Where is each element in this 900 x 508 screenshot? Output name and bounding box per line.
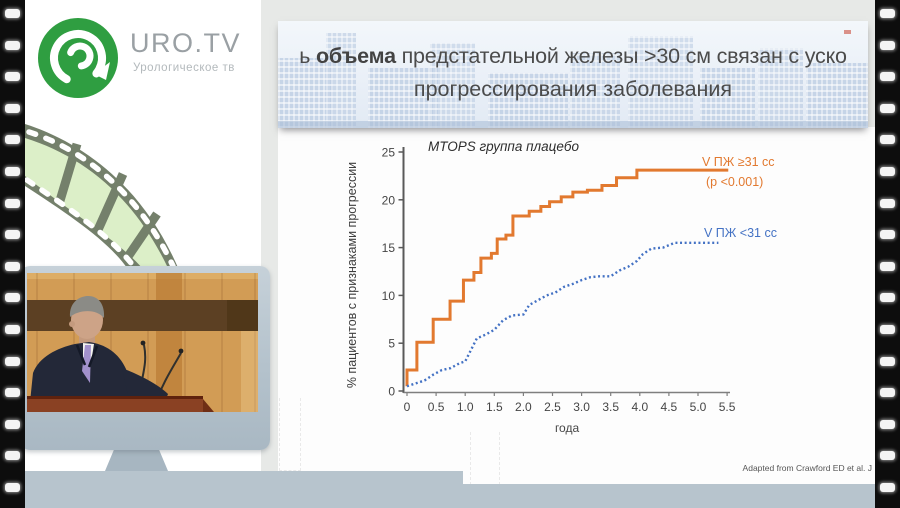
faint-sketch [279, 398, 301, 471]
svg-text:10: 10 [382, 289, 396, 303]
svg-text:5: 5 [388, 337, 395, 351]
legend-series-over31: V ПЖ ≥31 cc [702, 155, 775, 169]
speaker-scene [27, 273, 258, 412]
svg-text:15: 15 [382, 241, 396, 255]
skyline-building [570, 53, 620, 128]
sprocket-hole [880, 167, 895, 176]
svg-text:5.5: 5.5 [719, 400, 736, 414]
sprocket-hole [880, 135, 895, 145]
sprocket-hole [880, 9, 895, 18]
svg-text:0: 0 [404, 400, 411, 414]
sprocket-hole [880, 451, 895, 461]
svg-text:5.0: 5.0 [690, 400, 707, 414]
svg-text:4.0: 4.0 [631, 400, 648, 414]
svg-text:2.0: 2.0 [515, 400, 532, 414]
sprocket-hole [880, 72, 895, 82]
sprocket-hole [5, 483, 20, 492]
skyline-building [806, 63, 868, 128]
skyline-building [326, 33, 356, 128]
skyline-building [368, 68, 438, 128]
slide-title-line2: прогрессирования заболевания [413, 77, 733, 101]
svg-text:3.0: 3.0 [573, 400, 590, 414]
skyline-building [700, 68, 755, 128]
sprocket-hole [5, 356, 20, 366]
sprocket-hole [880, 261, 895, 271]
skyline-building [758, 48, 803, 128]
sprocket-hole [880, 40, 895, 50]
skyline-base [278, 121, 868, 128]
legend-p-value: (p <0.001) [706, 175, 764, 189]
sprocket-hole [5, 198, 20, 208]
svg-text:4.5: 4.5 [661, 400, 678, 414]
sprocket-hole [5, 261, 20, 271]
desk-surface-right [463, 484, 900, 508]
sprocket-hole [880, 483, 895, 492]
sprocket-hole [5, 419, 20, 429]
slide-title-line1: ь объема предстательной железы >30 см св… [299, 44, 847, 68]
sprocket-hole [5, 103, 20, 113]
skyline-building [628, 36, 693, 128]
sprocket-hole [880, 419, 895, 429]
skyline-crane [844, 30, 851, 34]
speaker-video [27, 273, 258, 412]
sprocket-hole [5, 325, 20, 334]
svg-text:2.5: 2.5 [544, 400, 561, 414]
svg-text:0: 0 [388, 385, 395, 399]
sprocket-hole [5, 135, 20, 145]
chart-y-axis-label: % пациентов с признаками прогрессии [345, 161, 359, 389]
sprocket-hole [880, 230, 895, 240]
monitor-frame [20, 266, 270, 450]
slide-body [278, 127, 875, 485]
monitor-stand [105, 450, 168, 471]
sprocket-hole [880, 325, 895, 334]
sprocket-hole [5, 230, 20, 240]
sprocket-hole [5, 167, 20, 176]
skyline-building [430, 43, 475, 128]
svg-text:20: 20 [382, 193, 396, 207]
legend-series-under31: V ПЖ <31 cc [704, 226, 777, 240]
slide-header: ь объема предстательной железы >30 см св… [278, 21, 868, 128]
skyline-building [488, 73, 568, 128]
desk-surface-left [0, 471, 463, 508]
svg-text:0.5: 0.5 [428, 400, 445, 414]
svg-text:1.5: 1.5 [486, 400, 503, 414]
svg-text:25: 25 [382, 146, 396, 160]
sprocket-hole [880, 356, 895, 366]
svg-text:года: года [555, 421, 580, 435]
svg-text:3.5: 3.5 [602, 400, 619, 414]
film-strip-left [0, 0, 25, 508]
attribution-text: Adapted from Crawford ED et al. J [742, 463, 872, 473]
sprocket-hole [5, 451, 20, 461]
sprocket-hole [5, 388, 20, 398]
brand-tagline: Урологическое тв [133, 62, 235, 74]
sprocket-hole [5, 72, 20, 82]
sprocket-hole [5, 293, 20, 303]
sprocket-hole [880, 198, 895, 208]
sprocket-hole [880, 103, 895, 113]
uro-tv-logo-icon [38, 18, 118, 98]
progression-chart: 0 5 10 15 20 25 0 0.5 1.0 1.5 2.0 2.5 3.0 3.5 4.0 4.5 5.… [382, 146, 736, 436]
film-ribbon-icon [25, 124, 179, 274]
sprocket-hole [880, 388, 895, 398]
sprocket-hole [5, 40, 20, 50]
chart-title: MTOPS группа плацебо [428, 139, 579, 154]
film-strip-right [875, 0, 900, 508]
sprocket-hole [5, 9, 20, 18]
brand-name: URO.TV [130, 28, 242, 58]
svg-text:1.0: 1.0 [457, 400, 474, 414]
skyline-building [278, 58, 333, 128]
sprocket-hole [880, 293, 895, 303]
